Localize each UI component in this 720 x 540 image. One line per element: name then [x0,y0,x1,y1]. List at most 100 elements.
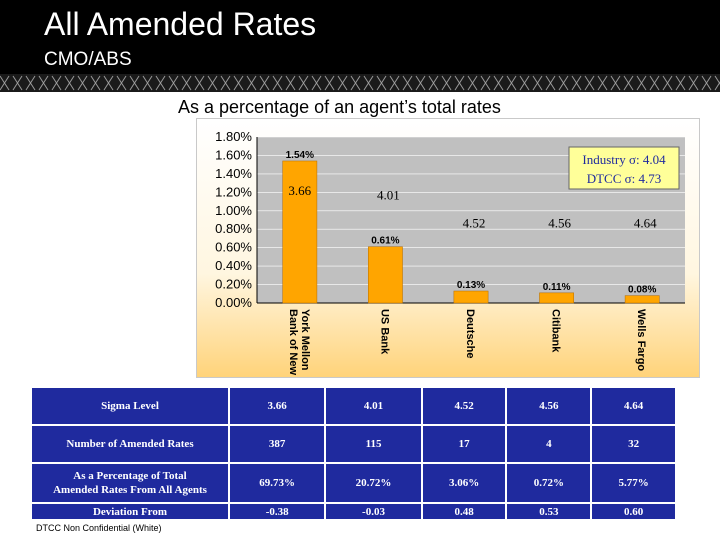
band-cross-mark [129,75,140,91]
y-tick-label: 0.60% [215,240,252,255]
band-cross-mark [64,75,75,91]
data-table: Sigma Level 3.66 4.01 4.52 4.56 4.64 Num… [30,386,677,521]
band-cross-mark [402,75,413,91]
band-cross-mark [194,75,205,91]
band-cross-mark [506,75,517,91]
slide-title: All Amended Rates [44,6,317,42]
band-cross-mark [428,75,439,91]
band-cross-mark [233,75,244,91]
table-cell: 20.72% [324,462,423,504]
band-cross-mark [77,75,88,91]
band-cross-mark [493,75,504,91]
band-cross-mark [571,75,582,91]
band-cross-mark [116,75,127,91]
band-cross-mark [623,75,634,91]
table-cell: 4.64 [590,386,677,426]
band-cross-mark [259,75,270,91]
band-cross-mark [610,75,621,91]
row-header-line: As a Percentage of Total [73,470,187,482]
table-cell: 4.56 [505,386,593,426]
band-cross-mark [298,75,309,91]
x-tick-label: Citibank [550,309,562,353]
table-cell: 387 [227,424,327,464]
bar [539,292,574,304]
band-cross-mark [168,75,179,91]
band-cross-mark [701,75,712,91]
band-cross-mark [285,75,296,91]
row-header: Number of Amended Rates [30,424,230,464]
table-cell: 115 [324,424,423,464]
table-row: Number of Amended Rates 387 115 17 4 32 [30,424,677,464]
band-cross-mark [636,75,647,91]
y-tick-label: 1.40% [215,166,252,181]
title-bar: All Amended Rates CMO/ABS [0,0,720,74]
table-cell: 0.60 [590,502,677,521]
band-cross-mark [103,75,114,91]
band-cross-mark [467,75,478,91]
band-cross-mark [350,75,361,91]
row-header: As a Percentage of Total Amended Rates F… [30,462,230,504]
band-cross-mark [142,75,153,91]
y-tick-label: 0.00% [215,295,252,310]
data-label: 0.61% [371,236,399,247]
bar [453,290,489,304]
band-cross-mark [675,75,686,91]
table-cell: 17 [420,424,508,464]
legend-box [568,146,680,190]
band-cross-mark [25,75,36,91]
data-label: 0.08% [628,285,656,296]
band-cross-mark [415,75,426,91]
band-cross-mark [324,75,335,91]
sigma-label: 4.01 [377,188,400,203]
band-cross-mark [454,75,465,91]
row-header: Deviation From [30,502,230,521]
sigma-label: 3.66 [288,183,311,198]
table-cell: 0.72% [505,462,593,504]
band-cross-mark [220,75,231,91]
band-cross-mark [337,75,348,91]
band-cross-mark [363,75,374,91]
band-cross-mark [545,75,556,91]
y-tick-label: 0.80% [215,221,252,236]
y-tick-label: 1.60% [215,147,252,162]
band-cross-mark [441,75,452,91]
x-tick-label: York Mellon [299,309,311,371]
slide-subtitle: CMO/ABS [44,49,132,70]
decorative-band [0,74,720,92]
y-tick-label: 1.00% [215,203,252,218]
legend: Industry σ: 4.04 DTCC σ: 4.73 [568,146,680,190]
table-row: Deviation From -0.38 -0.03 0.48 0.53 0.6… [30,502,677,521]
table-cell: -0.03 [324,502,423,521]
band-cross-mark [376,75,387,91]
chart-caption: As a percentage of an agent’s total rate… [178,97,501,117]
x-tick-label: Deutsche [464,309,476,359]
band-cross-mark [38,75,49,91]
table-cell: 32 [590,424,677,464]
table-cell: 3.66 [227,386,327,426]
table-cell: 4.01 [324,386,423,426]
band-cross-mark [597,75,608,91]
band-cross-mark [688,75,699,91]
footer-classification: DTCC Non Confidential (White) [36,523,162,533]
table-row: As a Percentage of Total Amended Rates F… [30,462,677,504]
sigma-label: 4.56 [548,215,571,230]
band-cross-mark [558,75,569,91]
table-cell: -0.38 [227,502,327,521]
y-tick-label: 1.80% [215,129,252,144]
table-cell: 4.52 [420,386,508,426]
band-cross-mark [480,75,491,91]
band-cross-mark [389,75,400,91]
bar-chart: 0.00% 0.20% 0.40% 0.60% 0.80% 1.00% 1.20% 1.40%… [215,129,685,375]
band-cross-mark [181,75,192,91]
y-tick-label: 0.20% [215,277,252,292]
sigma-label: 4.64 [634,215,657,230]
bar [282,160,318,304]
x-tick-label: Bank of New [287,309,299,375]
band-cross-mark [662,75,673,91]
band-cross-mark [246,75,257,91]
band-cross-mark [584,75,595,91]
data-label: 0.13% [457,280,485,291]
band-cross-mark [519,75,530,91]
x-tick-label: US Bank [378,309,390,355]
x-tick-label: Wells Fargo [635,309,647,371]
